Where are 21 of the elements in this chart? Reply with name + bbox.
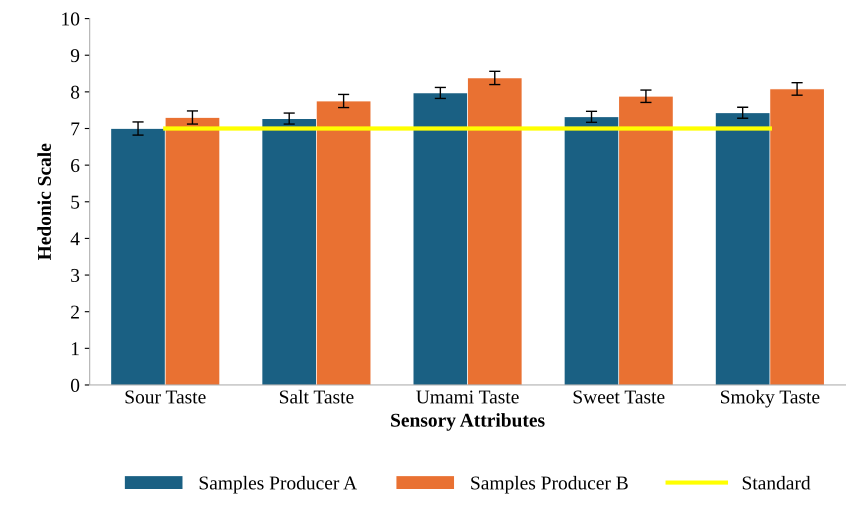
x-tick-label: Umami Taste <box>416 390 519 404</box>
legend-label: Standard <box>742 476 810 490</box>
x-tick-label: Salt Taste <box>280 390 354 404</box>
legend-label: Samples Producer B <box>471 476 628 494</box>
y-tick-label: 6 <box>71 159 80 172</box>
y-axis-title: Hedonic Scale <box>37 144 51 260</box>
y-tick-label: 4 <box>70 232 80 246</box>
y-tick-label: 1 <box>72 342 79 356</box>
legend-label: Samples Producer A <box>200 476 358 494</box>
y-tick-label: 8 <box>70 86 80 99</box>
x-tick-label: Sweet Taste <box>574 390 664 404</box>
x-tick-label: Smoky Taste <box>720 390 820 408</box>
x-tick-label: Sour Taste <box>126 390 206 404</box>
y-tick-label: 2 <box>71 306 79 318</box>
y-tick-label: 3 <box>71 268 80 282</box>
x-axis-title: Sensory Attributes <box>391 413 545 431</box>
y-tick-label: 0 <box>70 378 80 392</box>
y-tick-label: 9 <box>70 49 80 62</box>
y-tick-label: 10 <box>62 12 80 26</box>
y-tick-label: 7 <box>72 122 80 136</box>
y-tick-label: 5 <box>71 196 80 209</box>
